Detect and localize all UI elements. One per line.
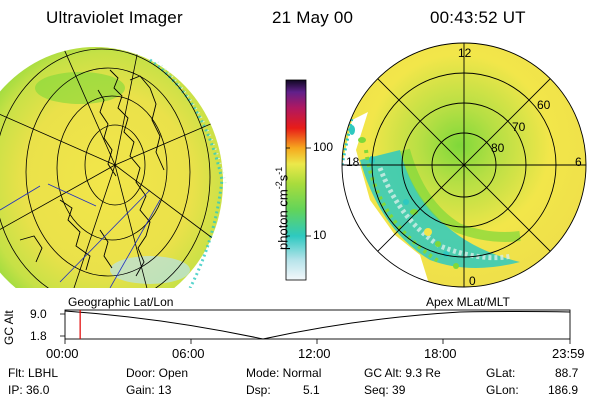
mlt-label-0: 0 [469, 274, 476, 288]
time-tick-0000: 00:00 [46, 346, 79, 361]
altitude-timeline [60, 309, 571, 344]
time-tick-0600: 06:00 [172, 346, 205, 361]
dsp-value: 5.1 [303, 383, 320, 397]
gain-info: Gain: 13 [126, 383, 172, 397]
mlt-label-18: 18 [346, 155, 360, 169]
lat-lon-grid [0, 47, 221, 288]
mlt-label-12: 12 [458, 46, 472, 60]
polar-mlt-plot [341, 42, 587, 288]
polar-grid [341, 42, 587, 288]
color-bar [285, 79, 311, 281]
lat-label-80: 80 [491, 141, 505, 155]
unit-exponent-2: -1 [274, 166, 284, 175]
color-bar-tick-10: 10 [313, 228, 327, 242]
x-tick-marks [64, 339, 571, 344]
altitude-y-tick-high: 9.0 [30, 307, 47, 321]
unit-text: photon cm [275, 189, 291, 250]
terminator-lines [0, 183, 161, 288]
altitude-y-tick-low: 1.8 [30, 329, 47, 343]
altitude-plot-title-left: Geographic Lat/Lon [68, 295, 174, 309]
date-label: 21 May 00 [272, 8, 354, 27]
time-tick-1800: 18:00 [424, 346, 457, 361]
glon-value: 186.9 [548, 383, 579, 397]
altitude-frame [64, 309, 571, 340]
ip-info: IP: 36.0 [8, 383, 50, 397]
instrument-title: Ultraviolet Imager [46, 8, 183, 27]
time-tick-2359: 23:59 [552, 346, 585, 361]
edge-blobs [349, 125, 459, 269]
geographic-image [0, 47, 227, 288]
dsp-label: Dsp: [246, 383, 271, 397]
mode-info: Mode: Normal [246, 366, 322, 380]
color-bar-tick-100: 100 [313, 140, 334, 154]
lat-label-60: 60 [537, 98, 551, 112]
earth-disk [0, 47, 223, 288]
altitude-axis-label: GC Alt [2, 310, 16, 345]
glon-label: GLon: [486, 383, 519, 397]
color-bar-unit-label: photon cm-2s-1 [274, 167, 290, 250]
coastlines [19, 69, 165, 277]
time-tick-1200: 12:00 [298, 346, 331, 361]
gc-alt-info: GC Alt: 9.3 Re [364, 366, 441, 380]
door-info: Door: Open [126, 366, 189, 380]
lat-label-70: 70 [512, 120, 526, 134]
seq-info: Seq: 39 [364, 383, 406, 397]
color-bar-gradient [285, 79, 307, 281]
time-label: 00:43:52 UT [430, 8, 526, 27]
glat-value: 88.7 [555, 366, 579, 380]
glat-label: GLat: [486, 366, 516, 380]
unit-exponent-1: -2 [274, 181, 284, 190]
filter-info: Flt: LBHL [8, 366, 59, 380]
altitude-curve [64, 310, 571, 340]
mlt-label-6: 6 [575, 155, 582, 169]
altitude-plot-title-right: Apex MLat/MLT [426, 295, 510, 309]
unit-s-text: s [275, 174, 291, 182]
